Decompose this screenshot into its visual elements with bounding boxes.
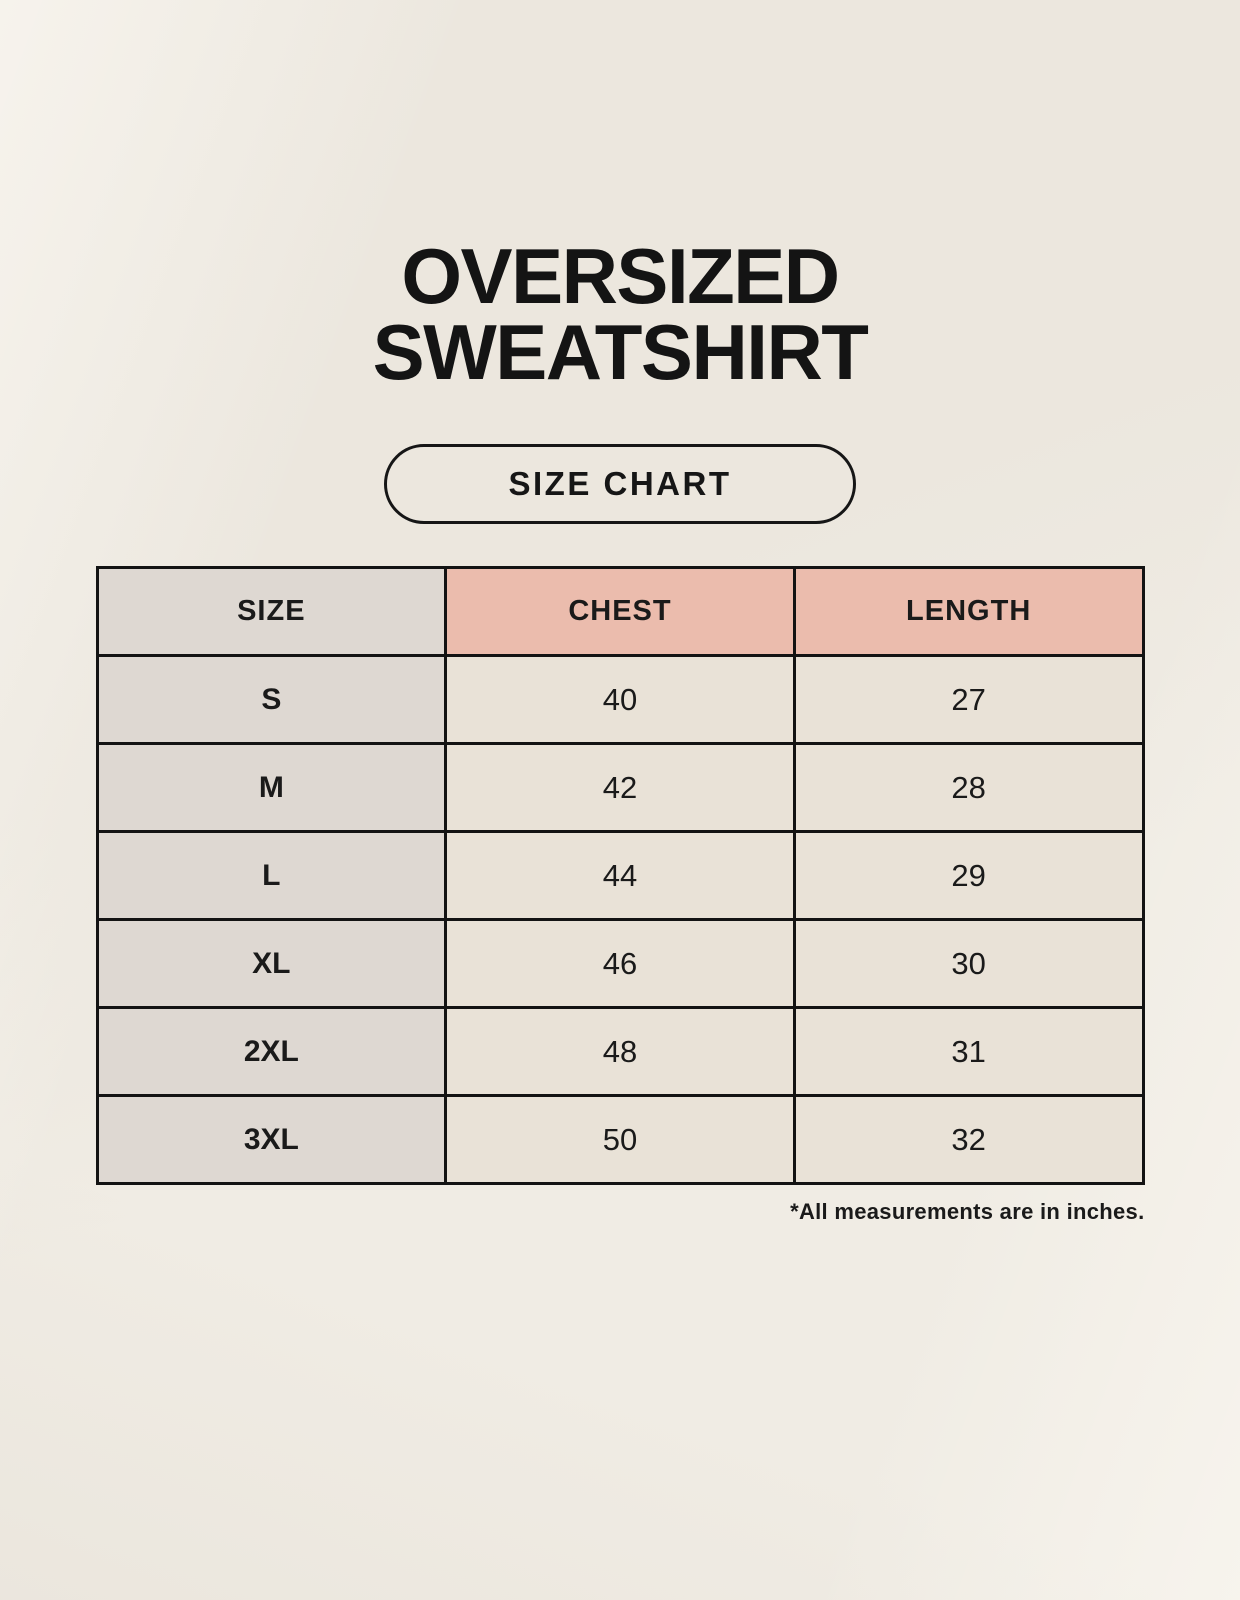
table-row: M 42 28 [95, 742, 1145, 833]
size-cell: 2XL [95, 1006, 448, 1097]
size-cell: L [95, 830, 448, 921]
size-cell: M [95, 742, 448, 833]
length-cell: 27 [792, 654, 1145, 745]
length-cell: 32 [792, 1094, 1145, 1185]
size-cell: XL [95, 918, 448, 1009]
table-row: 3XL 50 32 [95, 1094, 1145, 1185]
column-header-size: SIZE [95, 566, 448, 657]
chest-cell: 42 [444, 742, 796, 833]
page-title: OVERSIZED SWEATSHIRT [0, 0, 1240, 396]
length-cell: 29 [792, 830, 1145, 921]
size-chart-badge-label: SIZE CHART [508, 465, 732, 502]
product-title: OVERSIZED SWEATSHIRT [0, 232, 1240, 396]
chest-cell: 44 [444, 830, 796, 921]
table-row: 2XL 48 31 [95, 1006, 1145, 1097]
length-cell: 31 [792, 1006, 1145, 1097]
table-row: XL 46 30 [95, 918, 1145, 1009]
size-cell: 3XL [95, 1094, 448, 1185]
measurements-footnote: *All measurements are in inches. [790, 1199, 1145, 1224]
chest-cell: 48 [444, 1006, 796, 1097]
length-cell: 30 [792, 918, 1145, 1009]
column-header-length: LENGTH [792, 566, 1145, 657]
product-title-line-2: SWEATSHIRT [372, 308, 869, 396]
size-table: SIZE CHEST LENGTH S 40 27 M 42 28 L [95, 566, 1145, 1185]
column-header-chest: CHEST [444, 566, 796, 657]
size-cell: S [95, 654, 448, 745]
product-title-line-1: OVERSIZED [401, 232, 840, 320]
size-chart-badge: SIZE CHART [384, 444, 856, 524]
chest-cell: 46 [444, 918, 796, 1009]
table-row: L 44 29 [95, 830, 1145, 921]
length-cell: 28 [792, 742, 1145, 833]
chest-cell: 40 [444, 654, 796, 745]
table-header-row: SIZE CHEST LENGTH [95, 566, 1145, 657]
chest-cell: 50 [444, 1094, 796, 1185]
table-row: S 40 27 [95, 654, 1145, 745]
